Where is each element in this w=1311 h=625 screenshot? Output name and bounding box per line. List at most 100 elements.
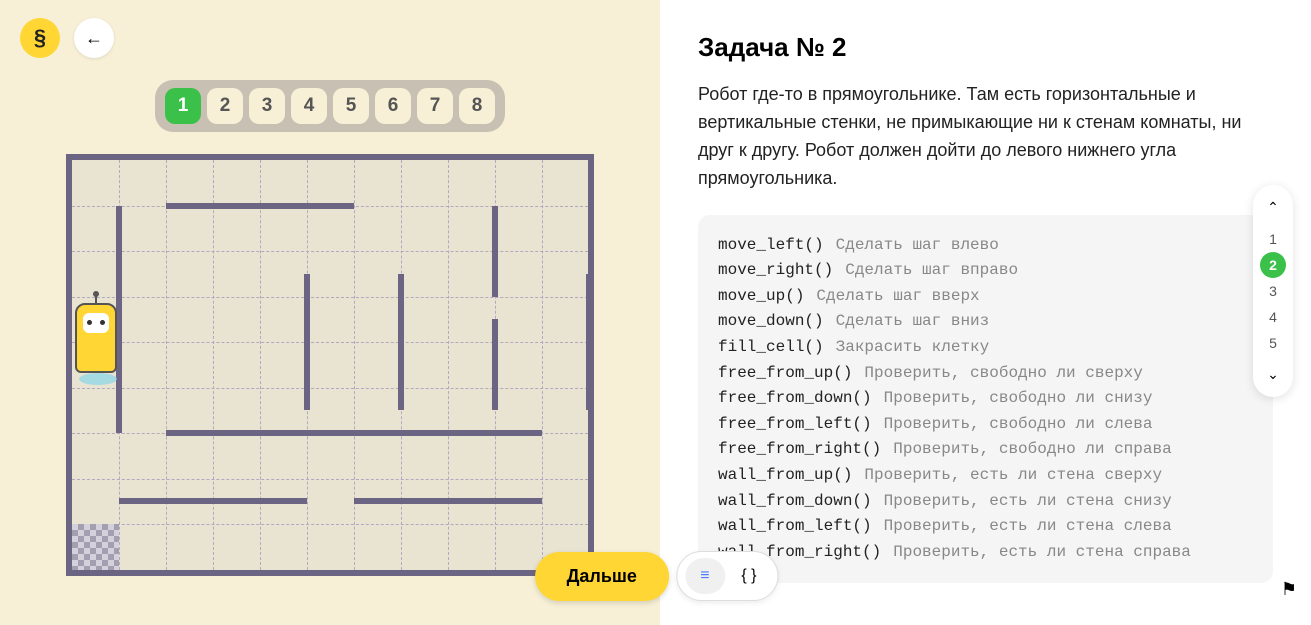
command-desc: Закрасить клетку bbox=[836, 338, 990, 356]
grid-line bbox=[72, 524, 588, 525]
chevron-up-icon: ⌃ bbox=[1267, 199, 1279, 215]
grid-line bbox=[72, 342, 588, 343]
wall bbox=[492, 319, 498, 410]
side-nav-item-5[interactable]: 5 bbox=[1260, 330, 1286, 356]
arrow-left-icon: ← bbox=[85, 28, 103, 49]
text-view-button[interactable]: ≡ bbox=[685, 558, 725, 594]
command-desc: Проверить, есть ли стена сверху bbox=[864, 466, 1162, 484]
grid-line bbox=[166, 160, 167, 570]
game-area bbox=[66, 154, 594, 576]
command-line: free_from_up() Проверить, свободно ли све… bbox=[718, 361, 1253, 387]
step-button-7[interactable]: 7 bbox=[417, 88, 453, 124]
code-view-button[interactable]: { } bbox=[729, 558, 769, 594]
command-desc: Сделать шаг вниз bbox=[836, 312, 990, 330]
command-fn: wall_from_left() bbox=[718, 517, 872, 535]
command-fn: move_right() bbox=[718, 261, 833, 279]
command-line: move_up() Сделать шаг вверх bbox=[718, 284, 1253, 310]
command-desc: Проверить, свободно ли слева bbox=[884, 415, 1153, 433]
right-panel: Задача № 2 Робот где-то в прямоугольнике… bbox=[660, 0, 1311, 625]
command-line: free_from_right() Проверить, свободно ли … bbox=[718, 437, 1253, 463]
grid-line bbox=[213, 160, 214, 570]
command-line: wall_from_left() Проверить, есть ли стена… bbox=[718, 514, 1253, 540]
wall bbox=[398, 274, 404, 411]
view-toggle: ≡ { } bbox=[676, 551, 778, 601]
next-button[interactable]: Дальше bbox=[535, 552, 669, 601]
command-desc: Проверить, свободно ли сверху bbox=[864, 364, 1142, 382]
target-cell bbox=[72, 524, 119, 570]
step-button-3[interactable]: 3 bbox=[249, 88, 285, 124]
flag-icon: ⚑ bbox=[1281, 579, 1297, 600]
command-fn: free_from_down() bbox=[718, 389, 872, 407]
side-nav: ⌃ 12345 ⌄ bbox=[1253, 185, 1293, 397]
command-line: move_left() Сделать шаг влево bbox=[718, 233, 1253, 259]
code-block: move_left()Сделать шаг влевоmove_right()… bbox=[698, 215, 1273, 584]
command-line: fill_cell() Закрасить клетку bbox=[718, 335, 1253, 361]
left-panel: § ← 12345678 bbox=[0, 0, 660, 625]
code-icon: { } bbox=[741, 567, 756, 585]
command-desc: Проверить, есть ли стена снизу bbox=[884, 492, 1172, 510]
command-line: wall_from_up() Проверить, есть ли стена с… bbox=[718, 463, 1253, 489]
command-line: free_from_down() Проверить, свободно ли с… bbox=[718, 386, 1253, 412]
robot-shadow bbox=[79, 373, 117, 385]
wall bbox=[354, 498, 542, 504]
command-line: move_right() Сделать шаг вправо bbox=[718, 258, 1253, 284]
wall bbox=[166, 203, 354, 209]
side-nav-up[interactable]: ⌃ bbox=[1263, 195, 1283, 220]
flag-button[interactable]: ⚑ bbox=[1271, 571, 1307, 607]
step-nav: 12345678 bbox=[155, 80, 505, 132]
side-nav-item-1[interactable]: 1 bbox=[1260, 226, 1286, 252]
step-button-5[interactable]: 5 bbox=[333, 88, 369, 124]
side-nav-item-2[interactable]: 2 bbox=[1260, 252, 1286, 278]
command-desc: Проверить, свободно ли справа bbox=[893, 440, 1171, 458]
wall bbox=[586, 274, 592, 411]
step-button-8[interactable]: 8 bbox=[459, 88, 495, 124]
task-title: Задача № 2 bbox=[698, 32, 1273, 63]
step-button-1[interactable]: 1 bbox=[165, 88, 201, 124]
command-fn: move_left() bbox=[718, 236, 824, 254]
command-desc: Сделать шаг вверх bbox=[816, 287, 979, 305]
grid-line bbox=[260, 160, 261, 570]
step-button-4[interactable]: 4 bbox=[291, 88, 327, 124]
wall bbox=[119, 498, 307, 504]
task-description: Робот где-то в прямоугольнике. Там есть … bbox=[698, 81, 1273, 193]
command-line: free_from_left() Проверить, свободно ли с… bbox=[718, 412, 1253, 438]
back-button[interactable]: ← bbox=[74, 18, 114, 58]
command-fn: fill_cell() bbox=[718, 338, 824, 356]
grid-line bbox=[542, 160, 543, 570]
command-desc: Проверить, есть ли стена справа bbox=[893, 543, 1191, 561]
wall bbox=[304, 274, 310, 411]
command-fn: move_down() bbox=[718, 312, 824, 330]
chevron-down-icon: ⌄ bbox=[1267, 366, 1279, 382]
command-line: wall_from_down() Проверить, есть ли стена… bbox=[718, 489, 1253, 515]
command-line: wall_from_right()Проверить, есть ли стен… bbox=[718, 540, 1253, 566]
text-icon: ≡ bbox=[700, 567, 709, 585]
logo[interactable]: § bbox=[20, 18, 60, 58]
side-nav-down[interactable]: ⌄ bbox=[1263, 362, 1283, 387]
command-line: move_down() Сделать шаг вниз bbox=[718, 309, 1253, 335]
top-bar: § ← bbox=[0, 0, 660, 76]
wall bbox=[492, 206, 498, 297]
robot bbox=[75, 303, 117, 373]
wall bbox=[166, 430, 542, 436]
grid-line bbox=[72, 479, 588, 480]
grid-line bbox=[72, 388, 588, 389]
robot-face bbox=[83, 313, 109, 333]
command-fn: wall_from_up() bbox=[718, 466, 852, 484]
command-desc: Сделать шаг вправо bbox=[845, 261, 1018, 279]
command-desc: Сделать шаг влево bbox=[836, 236, 999, 254]
side-nav-item-3[interactable]: 3 bbox=[1260, 278, 1286, 304]
side-nav-item-4[interactable]: 4 bbox=[1260, 304, 1286, 330]
step-button-2[interactable]: 2 bbox=[207, 88, 243, 124]
command-fn: wall_from_down() bbox=[718, 492, 872, 510]
command-desc: Проверить, свободно ли снизу bbox=[884, 389, 1153, 407]
grid-line bbox=[72, 251, 588, 252]
grid-line bbox=[72, 297, 588, 298]
command-fn: move_up() bbox=[718, 287, 804, 305]
command-desc: Проверить, есть ли стена слева bbox=[884, 517, 1172, 535]
grid-line bbox=[448, 160, 449, 570]
step-button-6[interactable]: 6 bbox=[375, 88, 411, 124]
grid-line bbox=[354, 160, 355, 570]
command-fn: free_from_up() bbox=[718, 364, 852, 382]
command-fn: free_from_right() bbox=[718, 440, 881, 458]
command-fn: free_from_left() bbox=[718, 415, 872, 433]
